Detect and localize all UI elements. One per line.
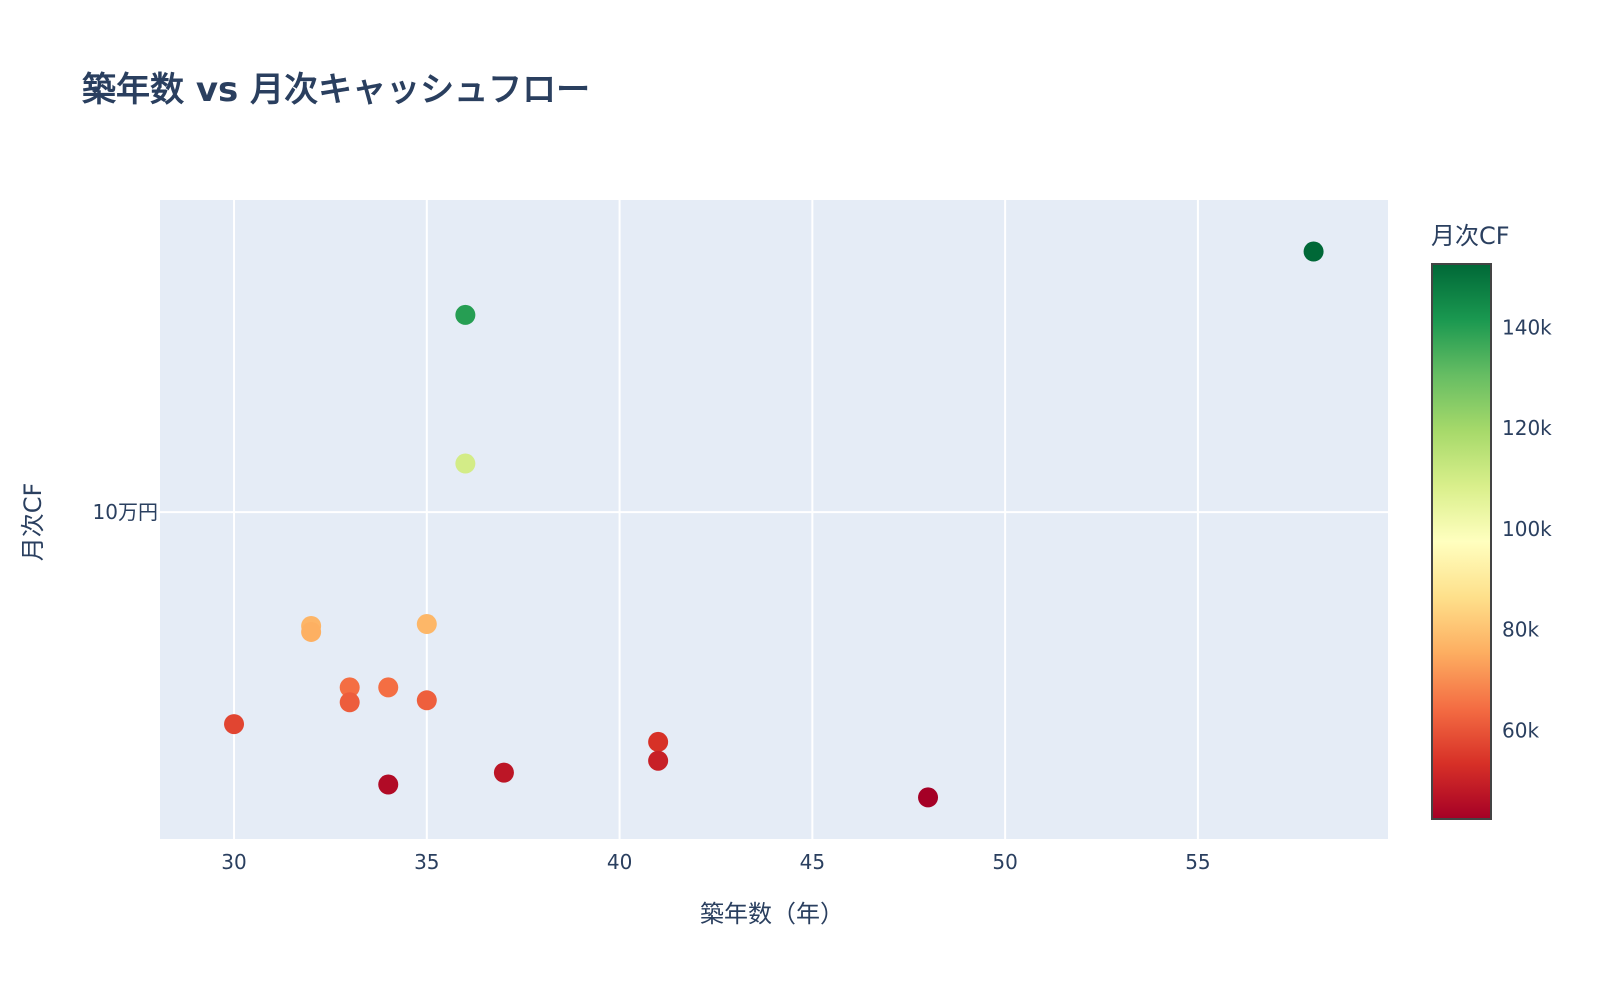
y-tick-label: 10万円 bbox=[93, 500, 158, 524]
data-point[interactable] bbox=[455, 453, 476, 474]
data-point[interactable] bbox=[378, 677, 399, 698]
plot-area bbox=[160, 200, 1388, 839]
colorbar-title: 月次CF bbox=[1431, 222, 1510, 250]
chart-title: 築年数 vs 月次キャッシュフロー bbox=[82, 70, 591, 110]
colorbar-tick-label: 100k bbox=[1502, 517, 1552, 541]
y-axis-ticks: 10万円 bbox=[93, 500, 158, 524]
data-point[interactable] bbox=[416, 690, 437, 711]
data-point[interactable] bbox=[416, 614, 437, 635]
x-tick-label: 35 bbox=[414, 850, 439, 874]
data-point[interactable] bbox=[224, 714, 245, 735]
data-point[interactable] bbox=[648, 750, 669, 771]
colorbar-bar bbox=[1431, 263, 1492, 820]
data-point[interactable] bbox=[378, 774, 399, 795]
x-axis-ticks: 30 35 40 45 50 55 bbox=[221, 850, 1210, 874]
scatter-points bbox=[224, 241, 1324, 808]
x-tick-label: 30 bbox=[221, 850, 246, 874]
data-point[interactable] bbox=[455, 304, 476, 325]
y-axis-title: 月次CF bbox=[19, 483, 47, 562]
data-point[interactable] bbox=[1303, 241, 1324, 262]
x-tick-label: 55 bbox=[1185, 850, 1210, 874]
colorbar-tick-label: 120k bbox=[1502, 416, 1552, 440]
colorbar: 月次CF 60k 80k 100k 120k 140k bbox=[1431, 222, 1552, 820]
colorbar-tick-label: 80k bbox=[1502, 618, 1539, 642]
colorbar-tick-label: 140k bbox=[1502, 315, 1552, 339]
data-point[interactable] bbox=[339, 677, 360, 698]
data-point[interactable] bbox=[918, 787, 939, 808]
data-point[interactable] bbox=[301, 621, 322, 642]
x-tick-label: 45 bbox=[800, 850, 825, 874]
colorbar-ticks: 60k 80k 100k 120k 140k bbox=[1502, 315, 1552, 742]
x-tick-label: 40 bbox=[607, 850, 632, 874]
data-point[interactable] bbox=[339, 692, 360, 713]
x-gridlines bbox=[233, 200, 1199, 839]
colorbar-tick-label: 60k bbox=[1502, 718, 1539, 742]
x-axis-title: 築年数（年） bbox=[700, 900, 844, 928]
x-tick-label: 50 bbox=[992, 850, 1017, 874]
data-point[interactable] bbox=[648, 731, 669, 752]
data-point[interactable] bbox=[493, 762, 514, 783]
